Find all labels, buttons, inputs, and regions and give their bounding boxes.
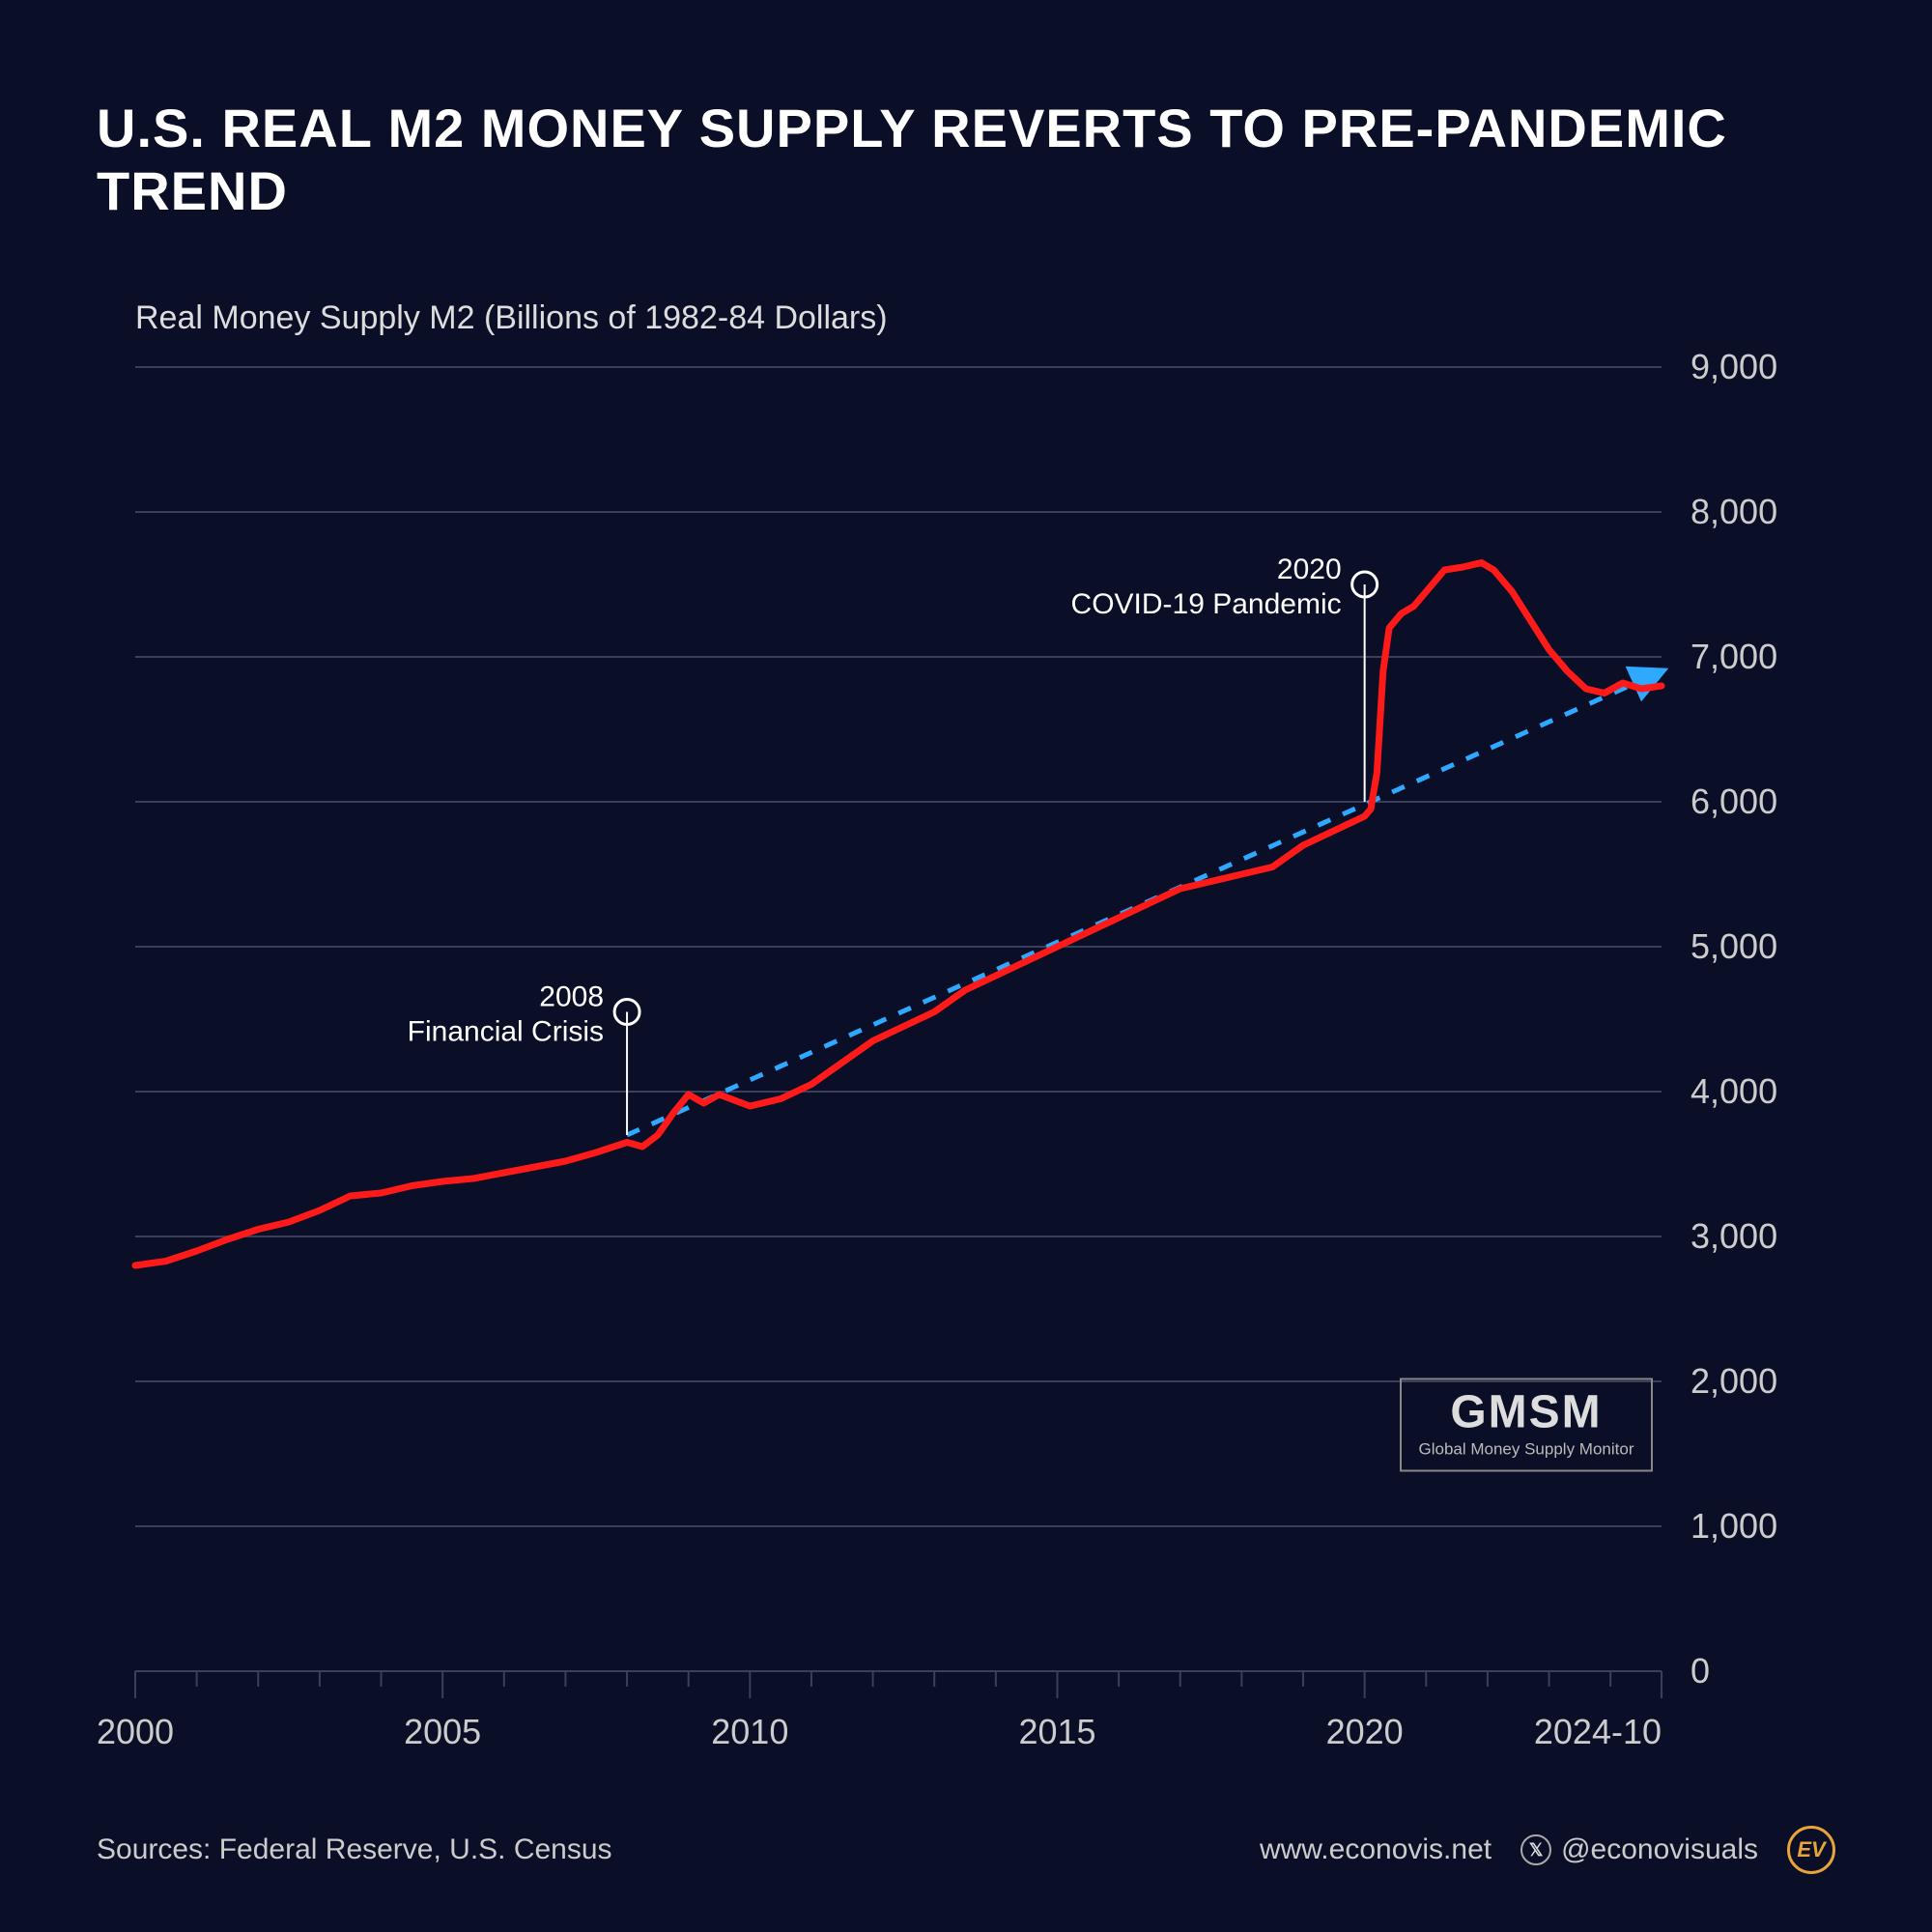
svg-text:Financial Crisis: Financial Crisis — [408, 1016, 604, 1048]
svg-text:Global Money Supply Monitor: Global Money Supply Monitor — [1418, 1440, 1634, 1459]
svg-text:2020: 2020 — [1277, 554, 1342, 585]
svg-text:8,000: 8,000 — [1690, 492, 1777, 531]
svg-text:4,000: 4,000 — [1690, 1071, 1777, 1111]
svg-text:2015: 2015 — [1018, 1712, 1095, 1751]
website-link[interactable]: www.econovis.net — [1260, 1833, 1492, 1866]
svg-text:COVID-19 Pandemic: COVID-19 Pandemic — [1071, 588, 1342, 620]
svg-text:2005: 2005 — [404, 1712, 481, 1751]
svg-text:2020: 2020 — [1326, 1712, 1404, 1751]
svg-text:6,000: 6,000 — [1690, 781, 1777, 821]
svg-text:9,000: 9,000 — [1690, 347, 1777, 386]
x-icon: 𝕏 — [1520, 1834, 1551, 1865]
svg-text:5,000: 5,000 — [1690, 926, 1777, 966]
svg-text:2010: 2010 — [711, 1712, 788, 1751]
social-handle[interactable]: 𝕏 @econovisuals — [1520, 1833, 1758, 1866]
svg-text:3,000: 3,000 — [1690, 1216, 1777, 1256]
svg-text:2024-10: 2024-10 — [1534, 1712, 1662, 1751]
svg-text:7,000: 7,000 — [1690, 637, 1777, 676]
svg-text:2,000: 2,000 — [1690, 1361, 1777, 1401]
chart-subtitle: Real Money Supply M2 (Billions of 1982-8… — [135, 299, 888, 337]
svg-text:2000: 2000 — [97, 1712, 174, 1751]
svg-text:0: 0 — [1690, 1651, 1710, 1690]
ev-logo-icon: EV — [1787, 1826, 1835, 1874]
svg-text:GMSM: GMSM — [1450, 1387, 1602, 1438]
source-text: Sources: Federal Reserve, U.S. Census — [97, 1833, 612, 1866]
chart-area: Real Money Supply M2 (Billions of 1982-8… — [97, 299, 1835, 1787]
svg-text:2008: 2008 — [539, 981, 604, 1013]
footer: Sources: Federal Reserve, U.S. Census ww… — [97, 1826, 1835, 1874]
svg-text:1,000: 1,000 — [1690, 1506, 1777, 1546]
chart-svg: 0 1,000 2,000 3,000 4,000 5,000 6,000 7,000 8,00… — [97, 299, 1835, 1787]
chart-title: U.S. REAL M2 MONEY SUPPLY REVERTS TO PRE… — [97, 97, 1835, 222]
